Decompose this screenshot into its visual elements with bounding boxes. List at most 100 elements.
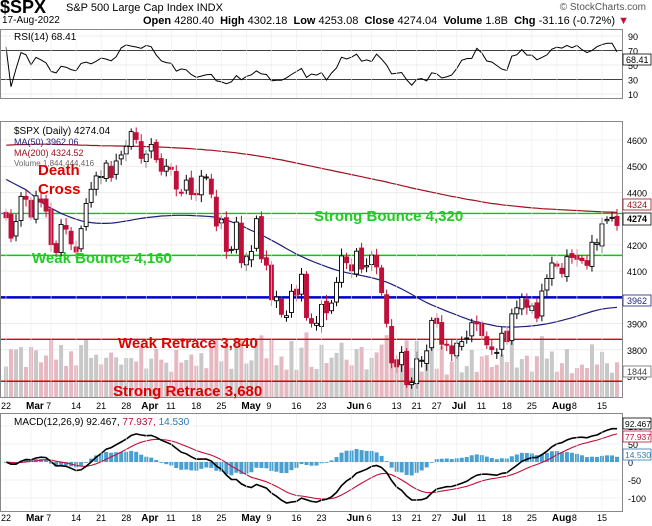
macd-hist-bar (604, 455, 609, 462)
macd-hist-bar (224, 462, 229, 475)
candle (63, 218, 69, 235)
candle (559, 262, 565, 278)
macd-label: MACD(12,26,9) 92.467, 77.937, 14.530 (14, 417, 190, 428)
volume-bar (139, 345, 144, 397)
macd-hist-bar (489, 458, 494, 462)
x-tick-label: 21 (96, 401, 106, 411)
volume-bar (264, 358, 269, 397)
x-tick-label: 18 (191, 513, 201, 523)
candle (384, 289, 390, 328)
macd-hist-bar (59, 462, 64, 466)
candle (374, 248, 380, 275)
macd-hist-bar (409, 462, 414, 476)
volume-bar (549, 351, 554, 397)
candle (238, 215, 244, 268)
close-marker: 4274 (622, 212, 652, 226)
volume-bar (539, 336, 544, 397)
candle (569, 249, 575, 264)
candle (33, 190, 39, 224)
x-tick-label: 14 (71, 513, 81, 523)
volume-bar (304, 332, 309, 397)
macd-hist-bar (259, 462, 264, 469)
x-tick-label: 14 (71, 401, 81, 411)
macd-hist-bar (209, 462, 214, 468)
x-tick-label: 21 (412, 513, 422, 523)
candle (474, 315, 480, 332)
macd-hist-bar (494, 459, 499, 462)
volume-bar (334, 352, 339, 397)
macd-hist-bar (424, 462, 429, 468)
volume-bar (615, 362, 619, 397)
volume-bar (569, 373, 574, 397)
price-tick: 4100 (627, 267, 647, 277)
x-tick-label: 28 (121, 401, 131, 411)
volume-bar (79, 345, 84, 397)
volume-bar (484, 355, 489, 397)
macd-hist-bar (399, 462, 404, 473)
price-tick: 3800 (627, 346, 647, 356)
close-value: 4274.04 (397, 15, 438, 27)
macd-hist-bar (374, 452, 379, 462)
candle (113, 153, 119, 180)
candle (494, 348, 500, 359)
volume-bar (509, 337, 514, 397)
candle (614, 208, 620, 231)
x-tick-label: 27 (432, 401, 442, 411)
candle (263, 250, 269, 271)
macd-hist-bar (404, 462, 409, 475)
rsi-tick: 70 (628, 47, 638, 57)
symbol-title: $SPX (0, 0, 47, 17)
volume-bar (89, 357, 94, 397)
macd-hist-bar (84, 462, 89, 463)
macd-hist-bar (54, 462, 59, 467)
candle (273, 290, 279, 309)
rsi-panel (0, 29, 623, 99)
macd-hist-bar (229, 462, 234, 476)
volume-bar (254, 339, 259, 397)
volume-bar (559, 363, 564, 397)
candle (108, 160, 114, 182)
macd-hist-bar (249, 462, 254, 473)
candle (469, 318, 475, 343)
volume-bar (279, 356, 284, 397)
macd-hist-bar (334, 457, 339, 462)
volume-bar (289, 340, 294, 397)
candle (339, 248, 344, 288)
candle (93, 171, 99, 196)
volume-bar (589, 344, 594, 397)
volume-bar (69, 351, 74, 397)
candle (43, 194, 49, 218)
candle (83, 198, 89, 231)
volume-bar (519, 359, 524, 397)
candle (334, 277, 339, 307)
macd-hist-bar (534, 455, 539, 462)
macd-hist-bar (499, 458, 504, 462)
macd-tick: 0 (628, 458, 633, 468)
candle (88, 181, 94, 208)
volume-bar (389, 341, 394, 397)
x-tick-label: 25 (216, 401, 226, 411)
volume-bar (104, 357, 109, 397)
volume-bar (474, 371, 479, 397)
volume-bar (339, 342, 344, 397)
macd-hist-bar (139, 454, 144, 462)
index-name: S&P 500 Large Cap Index INDX (66, 2, 223, 14)
volume-bar (249, 360, 254, 397)
macd-hist-bar (119, 452, 124, 462)
candle (133, 127, 139, 144)
macd-hist-bar (539, 454, 544, 462)
macd-hist-bar (389, 462, 394, 468)
macd-hist-bar (129, 450, 134, 462)
macd-hist-bar (44, 460, 49, 462)
x-tick-label: 15 (597, 513, 607, 523)
volume-bar (19, 347, 24, 397)
volume-bar (469, 349, 474, 397)
candle (203, 173, 209, 181)
macd-hist-bar (104, 452, 109, 462)
candle (389, 319, 395, 369)
macd-hist-bar (89, 458, 94, 462)
x-tick-label: Apr (141, 513, 158, 524)
candle (354, 248, 360, 278)
x-tick-label: Aug (552, 401, 571, 412)
